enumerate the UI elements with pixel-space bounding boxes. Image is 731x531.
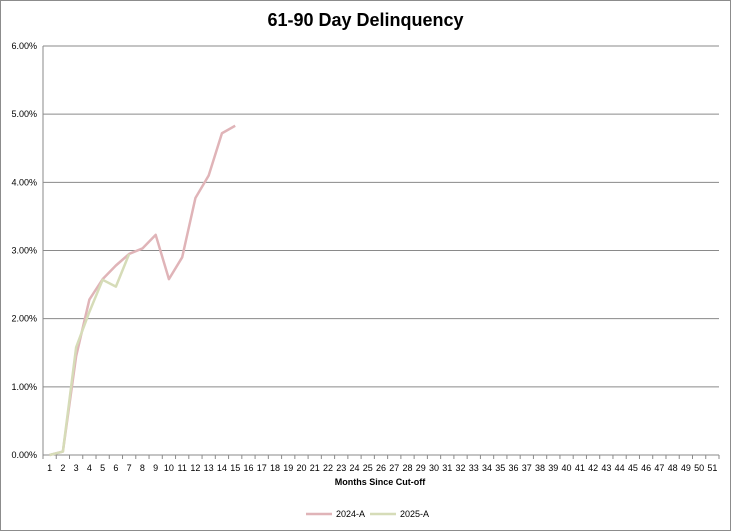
y-tick-label: 5.00% [11,109,37,119]
legend-label: 2024-A [336,509,365,519]
x-tick-label: 6 [113,463,118,473]
x-tick-label: 26 [376,463,386,473]
x-tick-label: 25 [363,463,373,473]
series-lines [49,124,236,457]
x-tick-label: 32 [456,463,466,473]
x-tick-label: 27 [389,463,399,473]
x-tick-label: 23 [336,463,346,473]
x-tick-label: 33 [469,463,479,473]
x-tick-label: 15 [230,463,240,473]
x-tick-label: 24 [349,463,359,473]
x-tick-label: 20 [296,463,306,473]
series-line-2024-A [49,124,236,457]
y-tick-label: 0.00% [11,450,37,460]
x-tick-label: 17 [257,463,267,473]
x-tick-label: 46 [641,463,651,473]
x-tick-label: 44 [615,463,625,473]
x-tick-label: 30 [429,463,439,473]
legend: 2024-A 2025-A [306,509,429,519]
x-tick-label: 48 [668,463,678,473]
x-tick-label: 37 [522,463,532,473]
legend-label: 2025-A [400,509,429,519]
y-axis-tick-labels: 0.00% 1.00% 2.00% 3.00% 4.00% 5.00% 6.00% [11,41,37,460]
y-tick-label: 6.00% [11,41,37,51]
x-axis-label: Months Since Cut-off [335,477,426,487]
y-tick-label: 3.00% [11,246,37,256]
x-tick-label: 45 [628,463,638,473]
x-tick-label: 42 [588,463,598,473]
x-tick-label: 16 [243,463,253,473]
x-tick-label: 31 [442,463,452,473]
x-tick-label: 11 [178,463,187,473]
x-tick-label: 12 [190,463,200,473]
x-tick-label: 2 [60,463,65,473]
x-tick-label: 29 [416,463,426,473]
x-tick-label: 1 [47,463,52,473]
x-tick-label: 39 [548,463,558,473]
x-tick-label: 35 [495,463,505,473]
x-axis [42,46,720,459]
x-tick-label: 8 [140,463,145,473]
x-tick-label: 18 [270,463,280,473]
x-tick-label: 19 [283,463,293,473]
x-tick-label: 43 [601,463,611,473]
series-line-2025-A [49,253,131,457]
x-tick-label: 41 [575,463,585,473]
x-tick-label: 40 [562,463,572,473]
x-tick-label: 5 [100,463,105,473]
x-tick-label: 49 [681,463,691,473]
x-tick-label: 21 [310,463,320,473]
x-tick-label: 34 [482,463,492,473]
x-tick-label: 36 [509,463,519,473]
x-tick-label: 28 [403,463,413,473]
x-tick-label: 14 [217,463,227,473]
chart-title: 61-90 Day Delinquency [267,10,464,30]
x-tick-label: 50 [694,463,704,473]
x-tick-label: 9 [153,463,158,473]
y-tick-label: 2.00% [11,314,37,324]
x-tick-label: 3 [74,463,79,473]
x-tick-label: 10 [164,463,174,473]
x-tick-label: 47 [654,463,664,473]
x-tick-label: 22 [323,463,333,473]
x-tick-label: 51 [707,463,717,473]
gridlines [43,45,719,388]
x-tick-label: 7 [127,463,132,473]
y-tick-label: 1.00% [11,382,37,392]
y-tick-label: 4.00% [11,177,37,187]
x-tick-label: 4 [87,463,92,473]
x-tick-label: 13 [204,463,214,473]
x-tick-label: 38 [535,463,545,473]
x-axis-tick-labels: 1 2 3 4 5 6 7 8 9 10 11 12 13 14 15 16 17 18 19 20 21 22 23 24 2… [47,463,717,473]
